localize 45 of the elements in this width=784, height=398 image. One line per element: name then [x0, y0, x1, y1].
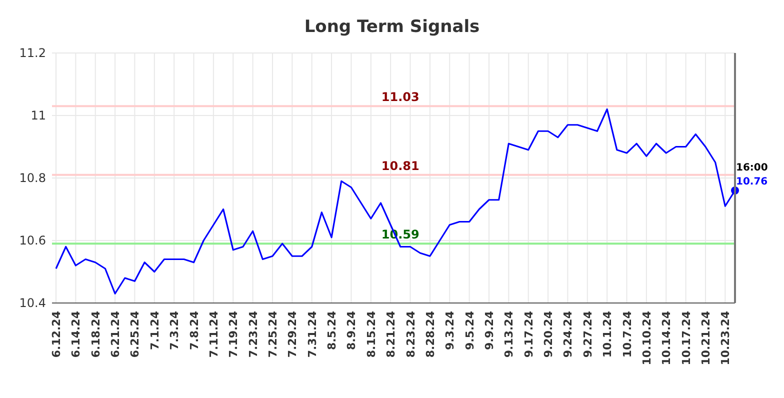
- x-tick-label: 9.27.24: [581, 310, 594, 358]
- x-tick-label: 6.12.24: [50, 310, 63, 358]
- text: 16:00: [736, 162, 768, 174]
- text: 10.76: [736, 176, 768, 188]
- y-tick-label: 10.6: [19, 234, 46, 248]
- x-tick-label: 10.10.24: [640, 310, 654, 366]
- x-tick-label: 8.21.24: [384, 310, 398, 358]
- x-tick-label: 8.23.24: [404, 310, 418, 358]
- x-tick-label: 9.9.24: [482, 310, 496, 350]
- x-tick-label: 9.24.24: [562, 310, 575, 358]
- x-tick-label: 7.3.24: [168, 310, 182, 350]
- x-tick-label: 7.29.24: [286, 310, 300, 358]
- x-tick-label: 7.1.24: [148, 310, 162, 350]
- y-tick-label: 10.8: [19, 171, 46, 185]
- x-tick-label: 8.28.24: [424, 310, 437, 358]
- x-tick-label: 10.1.24: [601, 310, 614, 358]
- x-tick-label: 10.7.24: [620, 310, 634, 358]
- y-tick-label: 11.2: [19, 46, 46, 60]
- x-tick-label: 6.18.24: [89, 310, 102, 358]
- x-tick-label: 10.21.24: [699, 310, 712, 366]
- x-tick-label: 9.20.24: [542, 310, 556, 358]
- x-tick-label: 7.8.24: [188, 310, 201, 350]
- x-tick-label: 9.5.24: [463, 310, 476, 350]
- x-tick-label: 9.17.24: [522, 310, 536, 358]
- x-tick-label: 10.14.24: [660, 310, 674, 366]
- x-tick-label: 7.19.24: [227, 310, 240, 358]
- x-tick-label: 9.3.24: [444, 310, 457, 350]
- x-tick-label: 8.9.24: [345, 310, 358, 350]
- y-tick-label: 11: [30, 108, 46, 122]
- x-tick-label: 6.14.24: [70, 310, 83, 358]
- ref-line-label: 10.81: [381, 158, 420, 173]
- x-tick-label: 8.15.24: [364, 310, 378, 358]
- x-tick-label: 7.31.24: [306, 310, 319, 358]
- ref-line-label: 11.03: [381, 90, 420, 104]
- x-tick-label: 6.21.24: [109, 310, 122, 358]
- x-tick-label: 10.23.24: [719, 310, 732, 366]
- x-tick-label: 10.17.24: [680, 310, 693, 366]
- x-tick-label: 7.11.24: [207, 310, 220, 358]
- x-tick-label: 7.23.24: [246, 310, 260, 358]
- x-tick-label: 9.13.24: [502, 310, 516, 358]
- x-tick-label: 7.25.24: [266, 310, 280, 358]
- chart-title: Long Term Signals: [304, 17, 480, 37]
- y-tick-label: 10.4: [19, 296, 46, 310]
- x-tick-label: 8.5.24: [326, 310, 339, 350]
- x-tick-label: 6.25.24: [128, 310, 142, 358]
